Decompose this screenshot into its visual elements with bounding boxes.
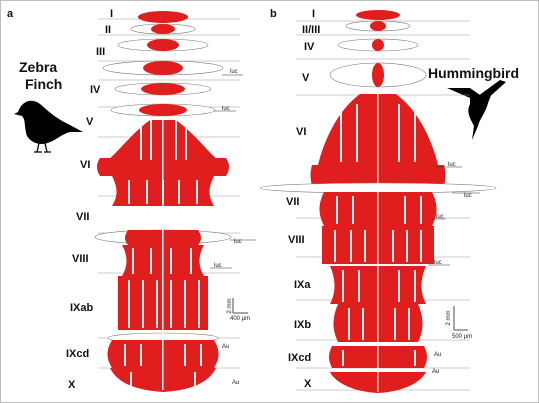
- lobule-label: IV: [304, 41, 315, 53]
- lobule-label: V: [86, 116, 94, 128]
- lobule-label: I: [110, 8, 113, 20]
- panel-a-annotations: luc luc luc luc Au Au: [210, 69, 256, 386]
- lobule-label: X: [304, 378, 312, 390]
- lobule-label: IXcd: [288, 352, 311, 364]
- scale-vertical-label: 2 mm: [227, 298, 233, 313]
- hummingbird-cerebellum: [259, 10, 497, 393]
- hummingbird-white-bands: [334, 94, 422, 392]
- luc-annotation: luc: [214, 263, 222, 269]
- panel-b-letter: b: [270, 8, 277, 20]
- lobule-label: VIII: [288, 234, 305, 246]
- au-annotation: Au: [434, 352, 441, 358]
- lobule-label: VI: [296, 126, 306, 138]
- lobule-label: VI: [80, 159, 90, 171]
- luc-annotation: luc: [230, 69, 238, 75]
- lobule-label: VII: [286, 196, 299, 208]
- panel-b-annotations: luc luc luc luc Au Au: [428, 162, 480, 375]
- panel-b-scale-bar: 2 mm 500 µm: [446, 306, 472, 340]
- hummingbird-silhouette-icon: [447, 80, 506, 140]
- panel-a-letter: a: [7, 8, 14, 20]
- lobule-label: VIII: [72, 253, 89, 265]
- zebra-finch-silhouette-icon: [14, 100, 83, 153]
- panel-b: b Hummingbird: [259, 8, 519, 393]
- lobule-label: III: [96, 46, 105, 58]
- lobule-label: IXcd: [66, 348, 89, 360]
- lobule-label: IXab: [70, 302, 94, 314]
- lobule-label: VII: [76, 211, 89, 223]
- scale-vertical-label: 2 mm: [446, 310, 452, 325]
- luc-annotation: luc: [436, 214, 444, 220]
- panel-b-lobule-labels: I II/III IV V VI VII VIII IXa IXb IXcd X: [286, 8, 320, 390]
- hummingbird-name: Hummingbird: [428, 65, 519, 81]
- luc-annotation: luc: [434, 260, 442, 266]
- luc-annotation: luc: [448, 162, 456, 168]
- au-annotation: Au: [222, 344, 229, 350]
- luc-annotation: luc: [222, 106, 230, 112]
- scale-horizontal-label: 400 µm: [230, 316, 250, 322]
- panel-a-lobule-labels: I II III IV V VI VII VIII IXab IXcd X: [66, 8, 113, 391]
- lobule-label: V: [302, 72, 310, 84]
- lobule-label: IV: [90, 84, 101, 96]
- panel-a-scale-bar: 2 mm 400 µm: [227, 298, 250, 322]
- scale-horizontal-label: 500 µm: [452, 334, 472, 340]
- luc-annotation: luc: [464, 193, 472, 199]
- lobule-label: II: [105, 24, 111, 36]
- au-annotation: Au: [232, 380, 239, 386]
- zebra-finch-white-bands: [124, 120, 202, 390]
- luc-annotation: luc: [234, 239, 242, 245]
- zebra-finch-name-line1: Zebra: [19, 59, 57, 75]
- au-annotation: Au: [432, 369, 439, 375]
- lobule-label: IXa: [294, 279, 311, 291]
- lobule-label: IXb: [294, 319, 311, 331]
- zebra-finch-cerebellum: [94, 11, 232, 392]
- lobule-label: II/III: [302, 24, 320, 36]
- lobule-label: I: [312, 8, 315, 20]
- lobule-label: X: [68, 379, 76, 391]
- panel-a: a Zebra Finch: [7, 8, 256, 392]
- zebra-finch-name-line2: Finch: [25, 76, 62, 92]
